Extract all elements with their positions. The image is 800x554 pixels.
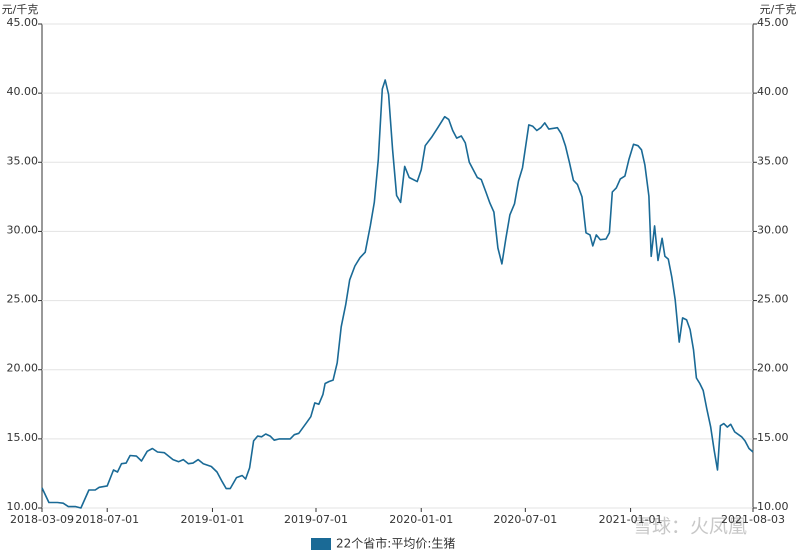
y-axis-label: 元/千克: [2, 3, 39, 16]
y2-tick-label: 30.00: [757, 223, 789, 236]
x-tick-label: 2021-01-01: [599, 513, 663, 526]
y2-axis-label: 元/千克: [760, 3, 797, 16]
y2-tick-label: 15.00: [757, 431, 789, 444]
watermark: 雪球：火凤凰: [633, 516, 747, 538]
y-tick-label: 35.00: [7, 154, 39, 167]
y-tick-label: 40.00: [7, 85, 39, 98]
y2-tick-label: 45.00: [757, 16, 789, 29]
x-tick-label: 2018-03-09: [10, 513, 74, 526]
series-line: [41, 79, 754, 509]
y2-tick-label: 20.00: [757, 362, 789, 375]
y-tick-label: 15.00: [7, 431, 39, 444]
y-tick-label: 30.00: [7, 223, 39, 236]
y2-tick-label: 25.00: [757, 293, 789, 306]
y-tick-label: 45.00: [7, 16, 39, 29]
y2-tick-label: 40.00: [757, 85, 789, 98]
x-tick-label: 2021-08-03: [721, 513, 785, 526]
y2-tick-label: 10.00: [757, 500, 789, 513]
x-tick-label: 2020-01-01: [389, 513, 453, 526]
y2-tick-label: 35.00: [757, 154, 789, 167]
x-tick-label: 2019-07-01: [284, 513, 348, 526]
legend-swatch: [311, 538, 331, 550]
legend-label: 22个省市:平均价:生猪: [336, 536, 455, 551]
x-tick-label: 2018-07-01: [75, 513, 139, 526]
y-tick-label: 25.00: [7, 293, 39, 306]
x-tick-label: 2019-01-01: [180, 513, 244, 526]
x-tick-label: 2020-07-01: [493, 513, 557, 526]
y-tick-label: 20.00: [7, 362, 39, 375]
y-tick-label: 10.00: [7, 500, 39, 513]
